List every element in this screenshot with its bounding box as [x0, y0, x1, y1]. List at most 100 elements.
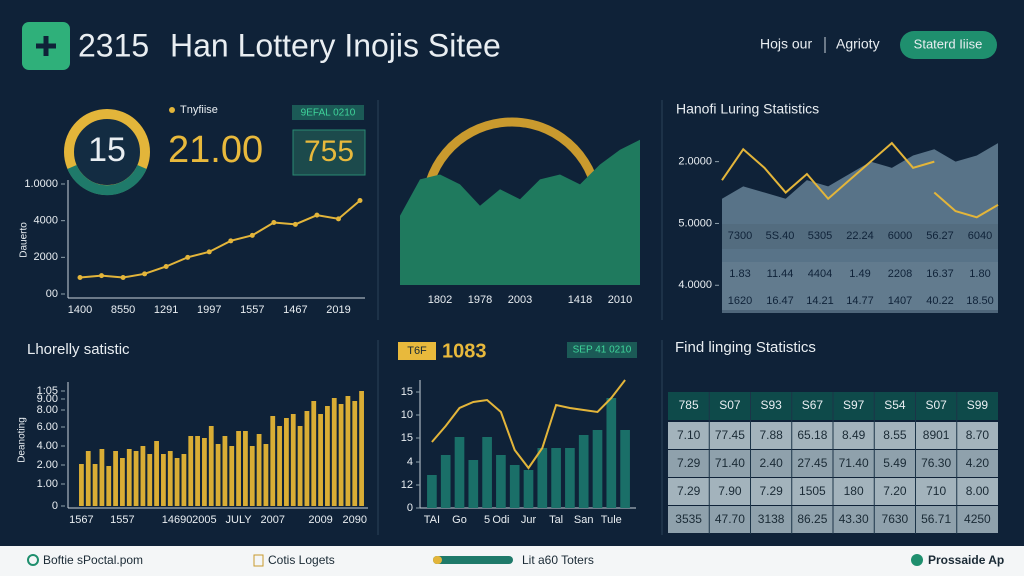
table-cell: 4250 [964, 512, 991, 526]
footer-icon [911, 554, 923, 566]
footer-link[interactable]: Lit a60 Toters [522, 553, 594, 567]
bar [208, 426, 214, 506]
table-band [722, 262, 998, 313]
point [314, 212, 320, 218]
point [292, 221, 298, 227]
x-tick-label: 5 [484, 514, 490, 526]
nav-link[interactable]: Hojs our [760, 36, 812, 52]
start-button-label[interactable]: Staterd Iiise [914, 36, 983, 51]
bar [256, 434, 262, 506]
table-cell: 6000 [888, 230, 912, 242]
nav-link[interactable]: Agrioty [836, 36, 880, 52]
x-tick-label: Jur [521, 514, 537, 526]
bar [592, 430, 603, 508]
legend-label: Tnyfiise [180, 104, 218, 116]
bar [537, 448, 548, 508]
bar [352, 401, 358, 506]
tag [398, 342, 436, 360]
footer-link[interactable]: Cotis Logets [268, 553, 335, 567]
footer-link[interactable]: Boftie sPoctal.pom [43, 553, 143, 567]
kpi-box [292, 129, 366, 176]
table-cell: 7.29 [759, 484, 783, 498]
bar [113, 451, 118, 506]
start-button[interactable] [900, 31, 997, 59]
table-cell: 16.37 [926, 268, 954, 280]
bar [325, 406, 330, 506]
site-title: Han Lottery Inojis Sitee [170, 27, 501, 63]
table-cell: 5S.40 [766, 230, 795, 242]
x-tick-label: 1400 [68, 304, 92, 316]
table-cell: 56.71 [921, 512, 951, 526]
x-tick-label: 14690 [162, 514, 193, 526]
point [120, 275, 126, 280]
x-tick-label: 1418 [568, 294, 592, 306]
y-tick-label: 8.00 [37, 404, 58, 416]
table-cell: 1620 [728, 295, 752, 307]
y-tick-label: 12 [401, 479, 413, 491]
x-tick-label: 1997 [197, 304, 221, 316]
y-tick-label: 0 [407, 502, 413, 514]
bar [79, 464, 84, 506]
bar [606, 398, 617, 508]
panel-title: Hanofi Luring Statistics [676, 101, 819, 117]
bar [290, 414, 296, 506]
bar [243, 431, 248, 506]
table-cell: 71.40 [715, 456, 745, 470]
table-cell: 77.45 [715, 428, 745, 442]
bar [140, 446, 146, 506]
bar [284, 418, 289, 506]
kpi-value: 21.00 [168, 129, 263, 171]
progress-bar [433, 556, 513, 564]
table-cell: 1.49 [849, 268, 870, 280]
bar [270, 416, 276, 506]
point [185, 254, 191, 260]
footer-icon [253, 554, 264, 567]
y-tick-label: 2.0000 [678, 156, 712, 168]
kpi-box-value: 755 [304, 135, 354, 168]
table-cell: 7.10 [677, 428, 701, 442]
panel-title: Find linging Statistics [675, 339, 816, 356]
table-cell: 2.40 [759, 456, 783, 470]
table-cell: 4.20 [966, 456, 990, 470]
table-header-cell: S67 [802, 398, 824, 412]
table-cell: 76.30 [921, 456, 951, 470]
table-cell: 27.45 [797, 456, 827, 470]
table-cell: 86.25 [797, 512, 827, 526]
table-cell: 65.18 [797, 428, 827, 442]
bar [496, 455, 506, 508]
bar [454, 437, 465, 508]
table-cell: 180 [844, 484, 864, 498]
y-tick-label: 4000 [34, 215, 58, 227]
table-cell: 7630 [882, 512, 909, 526]
line [933, 191, 999, 219]
footer-link[interactable]: Prossaide Ap [928, 553, 1004, 567]
decor-arch [421, 117, 601, 213]
table-cell: 8.55 [883, 428, 907, 442]
x-tick-label: 2019 [326, 304, 350, 316]
bar [318, 414, 323, 506]
table-cell: 47.70 [715, 512, 745, 526]
point [357, 198, 363, 203]
table-cell: 3535 [675, 512, 702, 526]
point [249, 232, 255, 238]
panel-title: Lhorelly satistic [27, 341, 130, 358]
y-tick-label: 4.0000 [678, 279, 712, 291]
x-tick-label: Tule [601, 514, 622, 526]
bar [551, 448, 561, 508]
table-header-cell: S97 [843, 398, 865, 412]
bar [147, 454, 153, 506]
bar [181, 454, 187, 506]
table-cell: 7.29 [677, 484, 701, 498]
y-tick-label: 15 [401, 386, 413, 398]
table-cell: 4404 [808, 268, 832, 280]
bar [106, 466, 112, 506]
x-tick-label: 1557 [240, 304, 264, 316]
point [77, 275, 83, 280]
table-cell: 71.40 [839, 456, 869, 470]
table-header-cell: S07 [719, 398, 741, 412]
bar [133, 451, 139, 506]
bar [249, 446, 255, 506]
table-header-cell: S07 [925, 398, 947, 412]
bar [523, 470, 534, 508]
